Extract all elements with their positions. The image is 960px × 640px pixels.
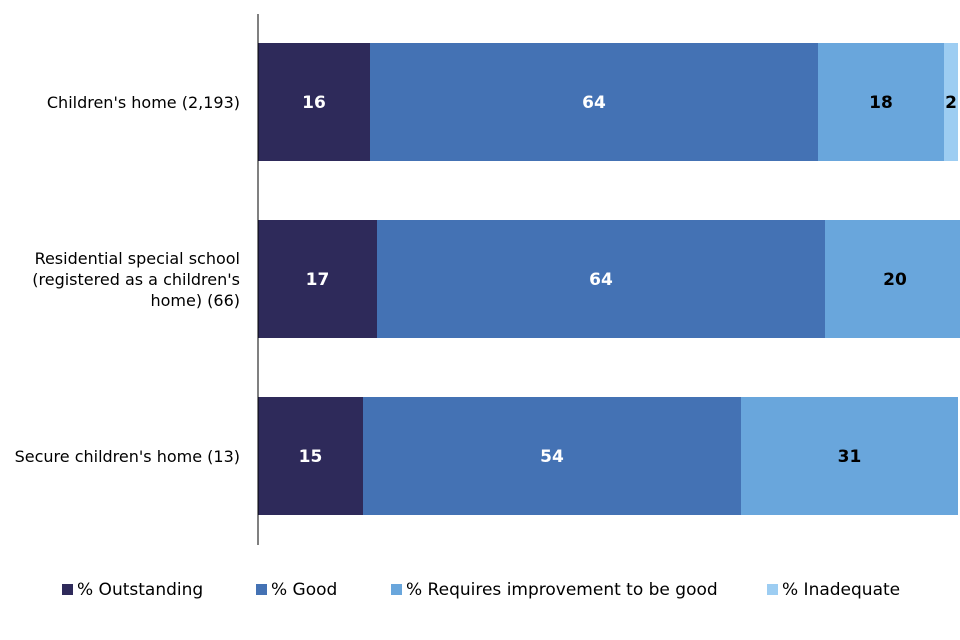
bar-segment bbox=[377, 220, 825, 338]
category-label: Secure children's home (13) bbox=[15, 447, 240, 466]
bar-segment bbox=[741, 397, 958, 515]
legend-label: % Good bbox=[271, 580, 337, 600]
category-label: Children's home (2,193) bbox=[47, 93, 240, 112]
data-label: 2 bbox=[945, 93, 957, 113]
data-label: 16 bbox=[302, 93, 326, 113]
bar-segment bbox=[258, 397, 363, 515]
category-label: Residential special school (registered as… bbox=[32, 249, 240, 310]
bar-segment bbox=[370, 43, 818, 161]
data-label: 31 bbox=[838, 447, 862, 467]
bar-segment bbox=[258, 220, 377, 338]
bar-segment bbox=[363, 397, 741, 515]
value-label-group: 16 64 18 2 17 64 20 15 54 31 bbox=[299, 93, 957, 467]
bar-group bbox=[258, 43, 960, 515]
data-label: 20 bbox=[883, 270, 907, 290]
legend-swatch bbox=[62, 584, 73, 595]
bar-segment bbox=[258, 43, 370, 161]
data-label: 17 bbox=[306, 270, 330, 290]
legend-label: % Requires improvement to be good bbox=[406, 580, 718, 600]
legend-swatch bbox=[391, 584, 402, 595]
data-label: 64 bbox=[589, 270, 613, 290]
legend: % Outstanding % Good % Requires improvemen… bbox=[62, 580, 900, 600]
legend-label: % Outstanding bbox=[77, 580, 203, 600]
data-label: 18 bbox=[869, 93, 893, 113]
bar-segment bbox=[818, 43, 944, 161]
category-label-group: Children's home (2,193) Residential speci… bbox=[15, 93, 240, 466]
legend-label: % Inadequate bbox=[782, 580, 900, 600]
legend-swatch bbox=[767, 584, 778, 595]
bar-segment bbox=[825, 220, 960, 338]
legend-swatch bbox=[256, 584, 267, 595]
data-label: 54 bbox=[540, 447, 564, 467]
data-label: 64 bbox=[582, 93, 606, 113]
bar-segment bbox=[944, 43, 958, 161]
data-label: 15 bbox=[299, 447, 323, 467]
